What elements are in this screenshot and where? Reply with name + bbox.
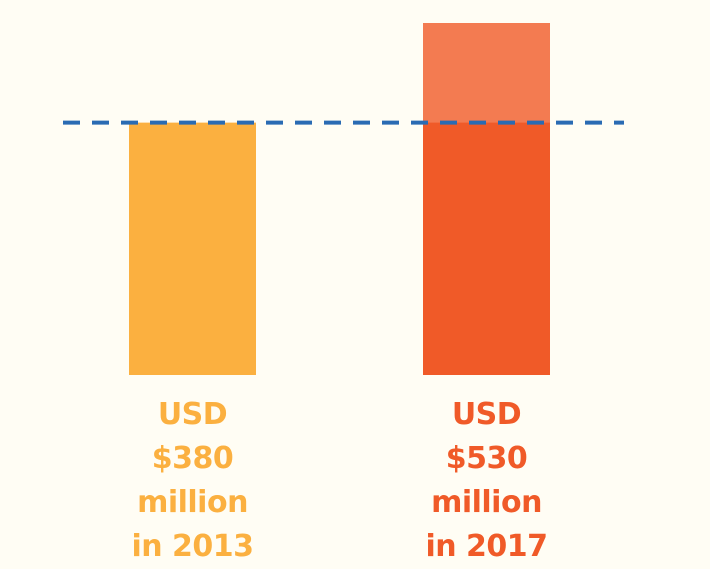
bar-label: USD $380 million in 2013 xyxy=(93,393,293,569)
bar-reference-part xyxy=(423,122,550,375)
chart xyxy=(63,23,624,375)
value-label: USD $380 million xyxy=(137,397,248,520)
bar-label: USD $530 million in 2017 xyxy=(387,393,587,569)
page: (() => { const data = JSON.parse(documen… xyxy=(63,23,624,564)
category-label: in 2017 xyxy=(425,529,548,564)
value-label: USD $530 million xyxy=(431,397,542,520)
category-label: in 2013 xyxy=(131,529,254,564)
bar xyxy=(129,122,256,375)
